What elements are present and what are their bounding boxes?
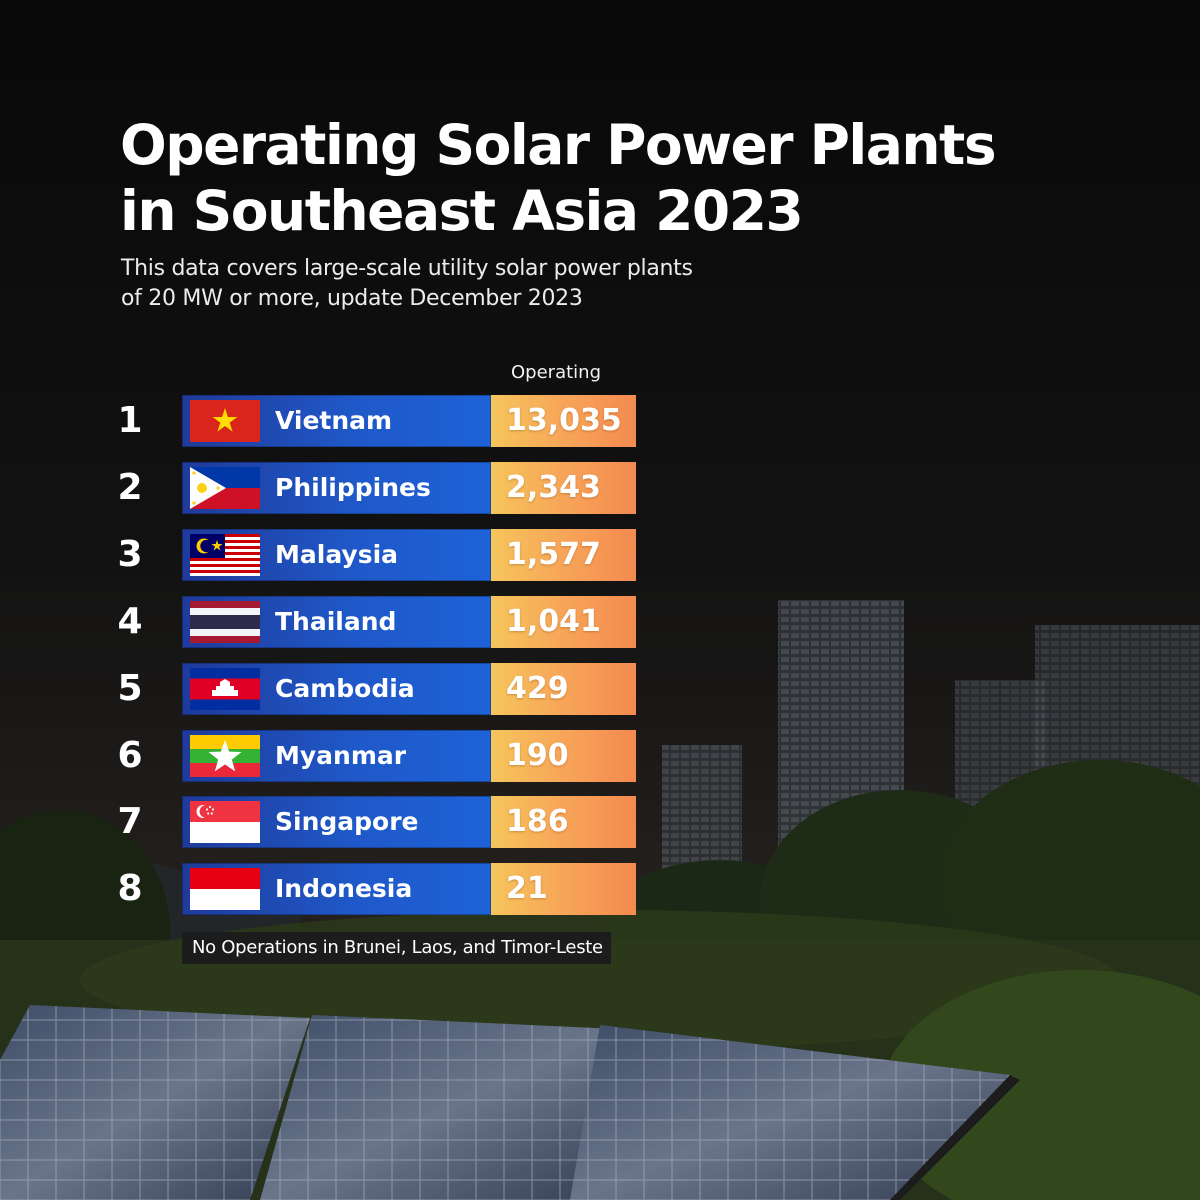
title-line-2: in Southeast Asia 2023 bbox=[120, 179, 804, 243]
country-label: Vietnam bbox=[275, 406, 393, 435]
table-row: 4 Thailand 1,041 bbox=[0, 595, 700, 648]
thailand-flag-icon bbox=[190, 600, 260, 643]
country-label: Philippines bbox=[275, 472, 431, 502]
rank-number: 3 bbox=[117, 533, 143, 575]
footnote: No Operations in Brunei, Laos, and Timor… bbox=[182, 932, 611, 964]
value-cell bbox=[491, 863, 636, 916]
rank-number: 5 bbox=[117, 667, 143, 709]
value-cell bbox=[491, 662, 636, 715]
singapore-flag-icon bbox=[190, 801, 260, 844]
value-label: 1,577 bbox=[506, 536, 601, 572]
rank-number: 2 bbox=[117, 466, 143, 508]
table-row: 6 Myanmar 190 bbox=[0, 729, 700, 782]
chart-subtitle: This data covers large-scale utility sol… bbox=[121, 254, 921, 314]
rank-number: 8 bbox=[117, 868, 143, 910]
indonesia-flag-icon bbox=[190, 868, 260, 911]
title-line-1: Operating Solar Power Plants bbox=[120, 113, 997, 177]
country-label: Cambodia bbox=[275, 673, 415, 703]
value-label: 190 bbox=[506, 737, 569, 773]
country-label: Singapore bbox=[275, 807, 419, 837]
chart-title: Operating Solar Power Plants in Southeas… bbox=[120, 112, 1100, 244]
country-label: Indonesia bbox=[275, 874, 413, 904]
value-label: 2,343 bbox=[506, 469, 601, 505]
value-cell bbox=[491, 461, 636, 514]
value-cell bbox=[491, 729, 636, 782]
table-row: 8 Indonesia 21 bbox=[0, 863, 700, 916]
table-row: 7 Singapore 186 bbox=[0, 796, 700, 849]
table-row: 2 Philippines 2,343 bbox=[0, 461, 700, 514]
value-label: 1,041 bbox=[506, 603, 601, 639]
value-label: 429 bbox=[506, 670, 569, 706]
cambodia-flag-icon bbox=[190, 667, 260, 710]
country-label: Thailand bbox=[275, 606, 397, 636]
rank-number: 6 bbox=[117, 734, 143, 776]
country-label: Malaysia bbox=[275, 539, 399, 569]
table-row: 3 Malaysia 1,577 bbox=[0, 528, 700, 581]
table-row: 1 Vietnam 13,035 bbox=[0, 395, 700, 447]
value-label: 21 bbox=[506, 871, 548, 907]
table-row: 5 Cambodia 429 bbox=[0, 662, 700, 715]
rank-number: 1 bbox=[117, 400, 143, 441]
value-label: 186 bbox=[506, 804, 569, 840]
value-cell bbox=[491, 796, 636, 849]
myanmar-flag-icon bbox=[190, 734, 260, 777]
malaysia-flag-icon bbox=[190, 533, 260, 576]
column-header-operating: Operating bbox=[511, 362, 601, 383]
country-label: Myanmar bbox=[275, 740, 407, 770]
rank-number: 7 bbox=[117, 801, 143, 843]
value-cell bbox=[491, 528, 636, 581]
rank-number: 4 bbox=[117, 600, 143, 642]
value-label: 13,035 bbox=[506, 403, 622, 438]
subtitle-line-1: This data covers large-scale utility sol… bbox=[121, 256, 693, 281]
philippines-flag-icon bbox=[190, 466, 260, 509]
vietnam-flag-icon bbox=[190, 400, 260, 442]
value-cell bbox=[491, 595, 636, 648]
value-cell bbox=[491, 395, 636, 447]
subtitle-line-2: of 20 MW or more, update December 2023 bbox=[121, 286, 583, 311]
